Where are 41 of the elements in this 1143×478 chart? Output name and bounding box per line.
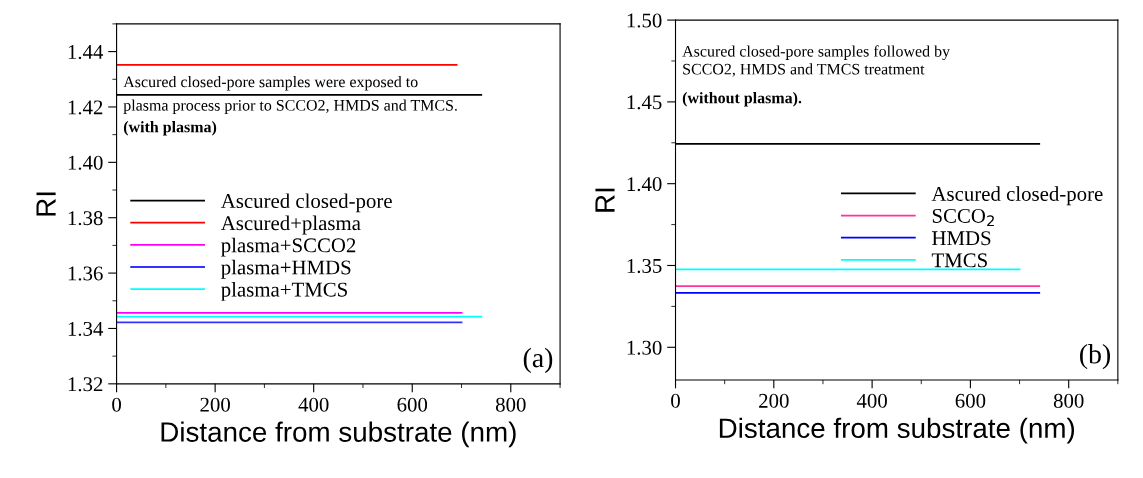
x-tick-label: 0 (112, 397, 121, 412)
y-tick-label: 1.35 (627, 258, 662, 274)
legend-label: TMCS (931, 253, 987, 268)
x-tick-label: 400 (298, 397, 329, 412)
x-tick-label: 200 (200, 397, 230, 412)
annotation: Ascured closed-pore samples were exposed to plasma process prior to SCCO2, HMDS and TMCS. (123, 76, 457, 114)
x-tick-label: 600 (397, 397, 428, 412)
y-tick-label: 1.45 (627, 95, 662, 110)
legend-label: plasma+HMDS (221, 259, 351, 279)
legend-label: Ascured closed-pore (220, 193, 392, 213)
x-tick-label: 200 (759, 393, 789, 408)
x-tick-label: 0 (671, 393, 680, 408)
legend-label: HMDS (932, 231, 991, 246)
x-tick-label: 400 (856, 393, 887, 408)
y-tick-label: 1.32 (68, 377, 103, 392)
x-tick-label: 800 (495, 397, 526, 412)
annotation: (with plasma) (123, 121, 217, 136)
x-axis-title: Distance from substrate (nm) (161, 421, 516, 448)
y-tick-label: 1.36 (68, 266, 103, 281)
legend-label: plasma+TMCS (221, 281, 347, 301)
y-axis-title: RI (595, 188, 615, 212)
annotation: Ascured closed-pore samples followed by SCCO2, HMDS and TMCS treatment (682, 45, 950, 77)
legend-label: SCCO$_{2}$ (932, 208, 994, 227)
y-tick-label: 1.50 (627, 13, 662, 28)
legend-label: Ascured+plasma (220, 215, 361, 235)
legend-label: Ascured closed-pore (931, 186, 1103, 206)
y-tick-label: 1.44 (68, 45, 104, 60)
legend-label: plasma+SCCO2 (221, 237, 356, 257)
y-tick-label: 1.34 (68, 321, 104, 336)
annotation: (b) (1080, 344, 1110, 370)
annotation: (a) (523, 347, 553, 374)
x-tick-label: 800 (1053, 393, 1084, 408)
y-tick-label: 1.40 (627, 177, 662, 192)
y-tick-label: 1.30 (627, 340, 662, 355)
y-axis-title: RI (36, 192, 56, 216)
annotation: (without plasma). (682, 92, 802, 107)
x-axis-title: Distance from substrate (nm) (719, 417, 1075, 444)
y-tick-label: 1.42 (68, 100, 103, 115)
y-tick-label: 1.38 (68, 211, 103, 226)
y-tick-label: 1.40 (68, 155, 103, 170)
x-tick-label: 600 (955, 393, 986, 408)
